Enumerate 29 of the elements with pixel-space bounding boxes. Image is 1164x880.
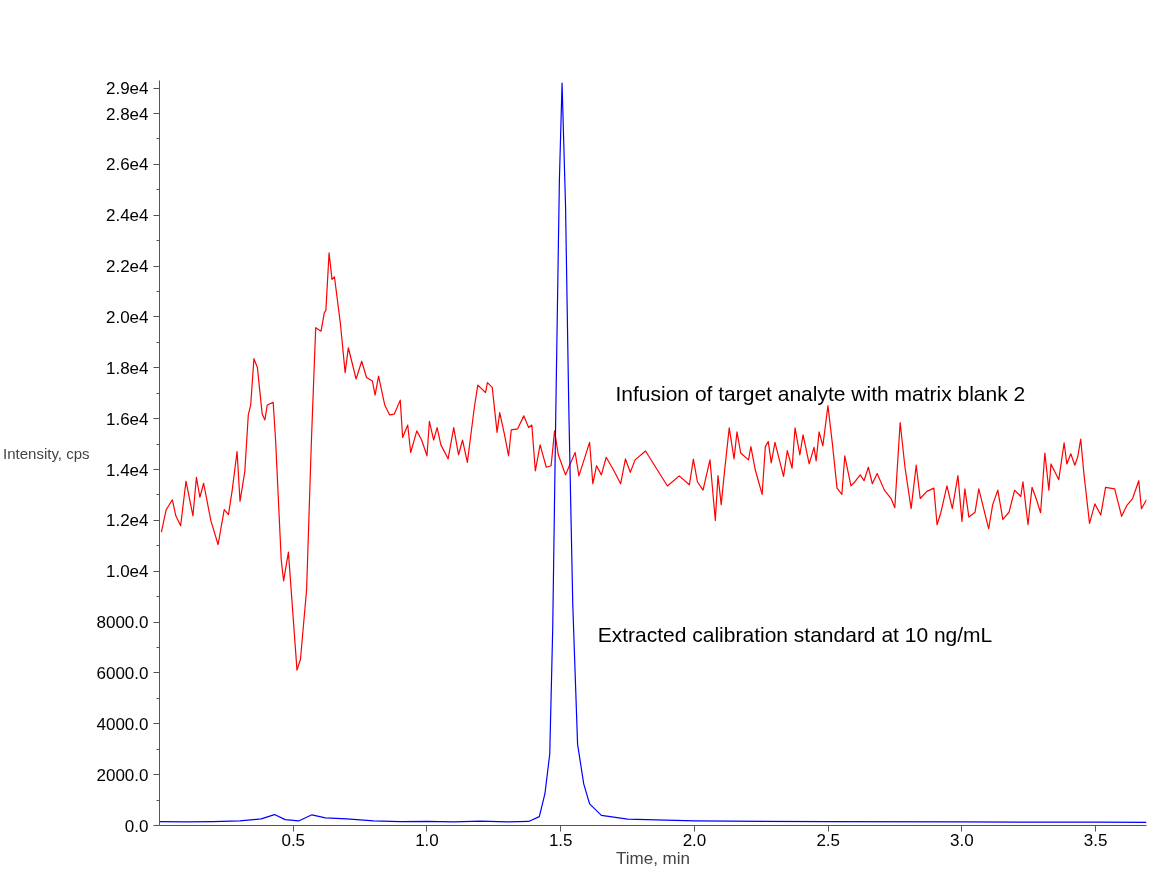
series-label: Extracted calibration standard at 10 ng/mL	[597, 622, 993, 646]
y-tick-label: 1.0e4	[105, 562, 149, 582]
x-tick-label: 1.5	[548, 830, 573, 850]
y-tick-label: 2000.0	[96, 765, 149, 785]
y-tick-label: 6000.0	[96, 663, 149, 683]
y-tick-label: 2.4e4	[105, 206, 149, 226]
y-tick-label: 2.8e4	[105, 104, 149, 124]
y-tick-label: 8000.0	[96, 613, 149, 633]
y-tick-label: 2.2e4	[105, 257, 149, 277]
y-tick-label: 1.8e4	[105, 358, 149, 378]
x-tick-label: 2.0	[682, 830, 707, 850]
y-tick-label: 2.0e4	[105, 307, 149, 327]
y-tick-label: 2.9e4	[105, 79, 149, 99]
y-tick-label: 2.6e4	[105, 155, 149, 175]
x-tick-label: 3.0	[950, 830, 974, 850]
y-axis-title: Intensity, cps	[3, 444, 90, 462]
x-tick-label: 2.5	[816, 830, 841, 850]
line-series	[160, 252, 1147, 671]
y-tick-label: 1.2e4	[105, 511, 149, 531]
y-tick-label: 4000.0	[96, 714, 149, 734]
x-axis-title: Time, min	[616, 848, 691, 868]
x-tick-label: 1.0	[415, 830, 439, 850]
y-tick-label: 0.0	[124, 816, 149, 836]
x-tick-label: 0.5	[281, 830, 306, 850]
x-tick-label: 3.5	[1083, 830, 1108, 850]
series-label: Infusion of target analyte with matrix blank 2	[615, 381, 1026, 405]
y-tick-label: 1.4e4	[105, 460, 149, 480]
y-tick-label: 1.6e4	[105, 409, 149, 429]
line-series	[159, 82, 1147, 824]
